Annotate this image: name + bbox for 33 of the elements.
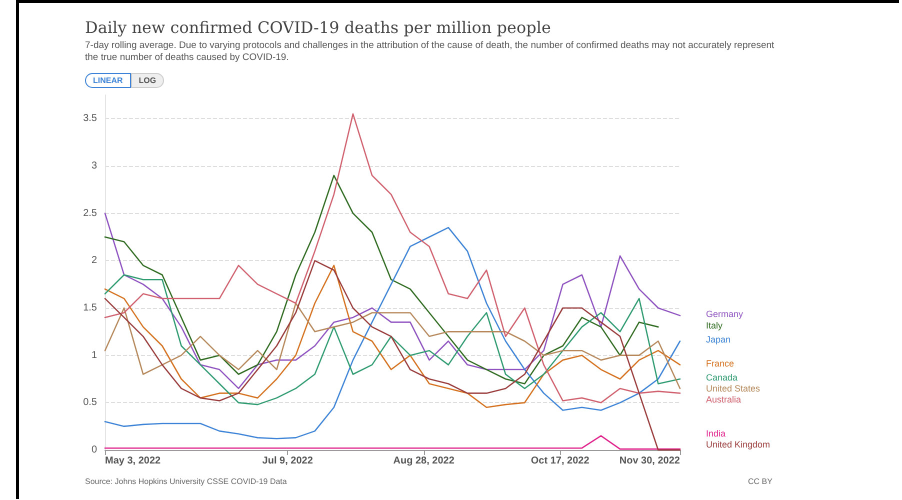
text: Canada bbox=[706, 372, 738, 382]
line-series bbox=[104, 302, 681, 390]
text: India bbox=[706, 428, 726, 438]
chart-title: Daily new confirmed COVID-19 deaths per million people bbox=[85, 18, 551, 37]
y-tick-label: 0 bbox=[91, 444, 98, 456]
y-tick-label: 1 bbox=[91, 350, 98, 361]
y-tick-label: 0.5 bbox=[83, 397, 98, 408]
text: United States bbox=[706, 384, 761, 394]
y-tick-label: 3 bbox=[91, 160, 98, 172]
text: Australia bbox=[706, 394, 742, 404]
text: France bbox=[706, 358, 734, 368]
text: United Kingdom bbox=[706, 440, 770, 450]
x-tick-label: Jul 9, 2022 bbox=[262, 456, 314, 466]
text: Italy bbox=[706, 320, 724, 330]
text: Germany bbox=[706, 309, 744, 320]
chart-subtitle: 7-day rolling average. Due to varying protocols and challenges in the attribution of the cause of death, the number of confirmed deaths may not accurately represent the true number of deaths caused by COVID-19. bbox=[85, 40, 775, 64]
line-series bbox=[104, 174, 659, 384]
y-tick-label: 2.5 bbox=[83, 208, 98, 219]
x-tick-label: May 3, 2022 bbox=[105, 456, 162, 466]
y-tick-label: 1.5 bbox=[83, 302, 98, 314]
text: LINEAR bbox=[85, 73, 131, 88]
text: CC BY bbox=[748, 477, 772, 486]
source-note: Source: Johns Hopkins University CSSE COVID-19 Data bbox=[85, 477, 287, 486]
line-series bbox=[104, 113, 681, 404]
line-series bbox=[104, 226, 681, 440]
y-tick-label: 3.5 bbox=[83, 113, 98, 124]
line-series bbox=[104, 212, 681, 390]
y-tick-label: 2 bbox=[91, 255, 98, 266]
x-tick-label: Oct 17, 2022 bbox=[530, 456, 590, 466]
x-tick-label: Nov 30, 2022 bbox=[619, 456, 680, 466]
text: Japan bbox=[706, 334, 731, 345]
text: LOG bbox=[130, 73, 164, 88]
x-tick-label: Aug 28, 2022 bbox=[393, 456, 455, 466]
